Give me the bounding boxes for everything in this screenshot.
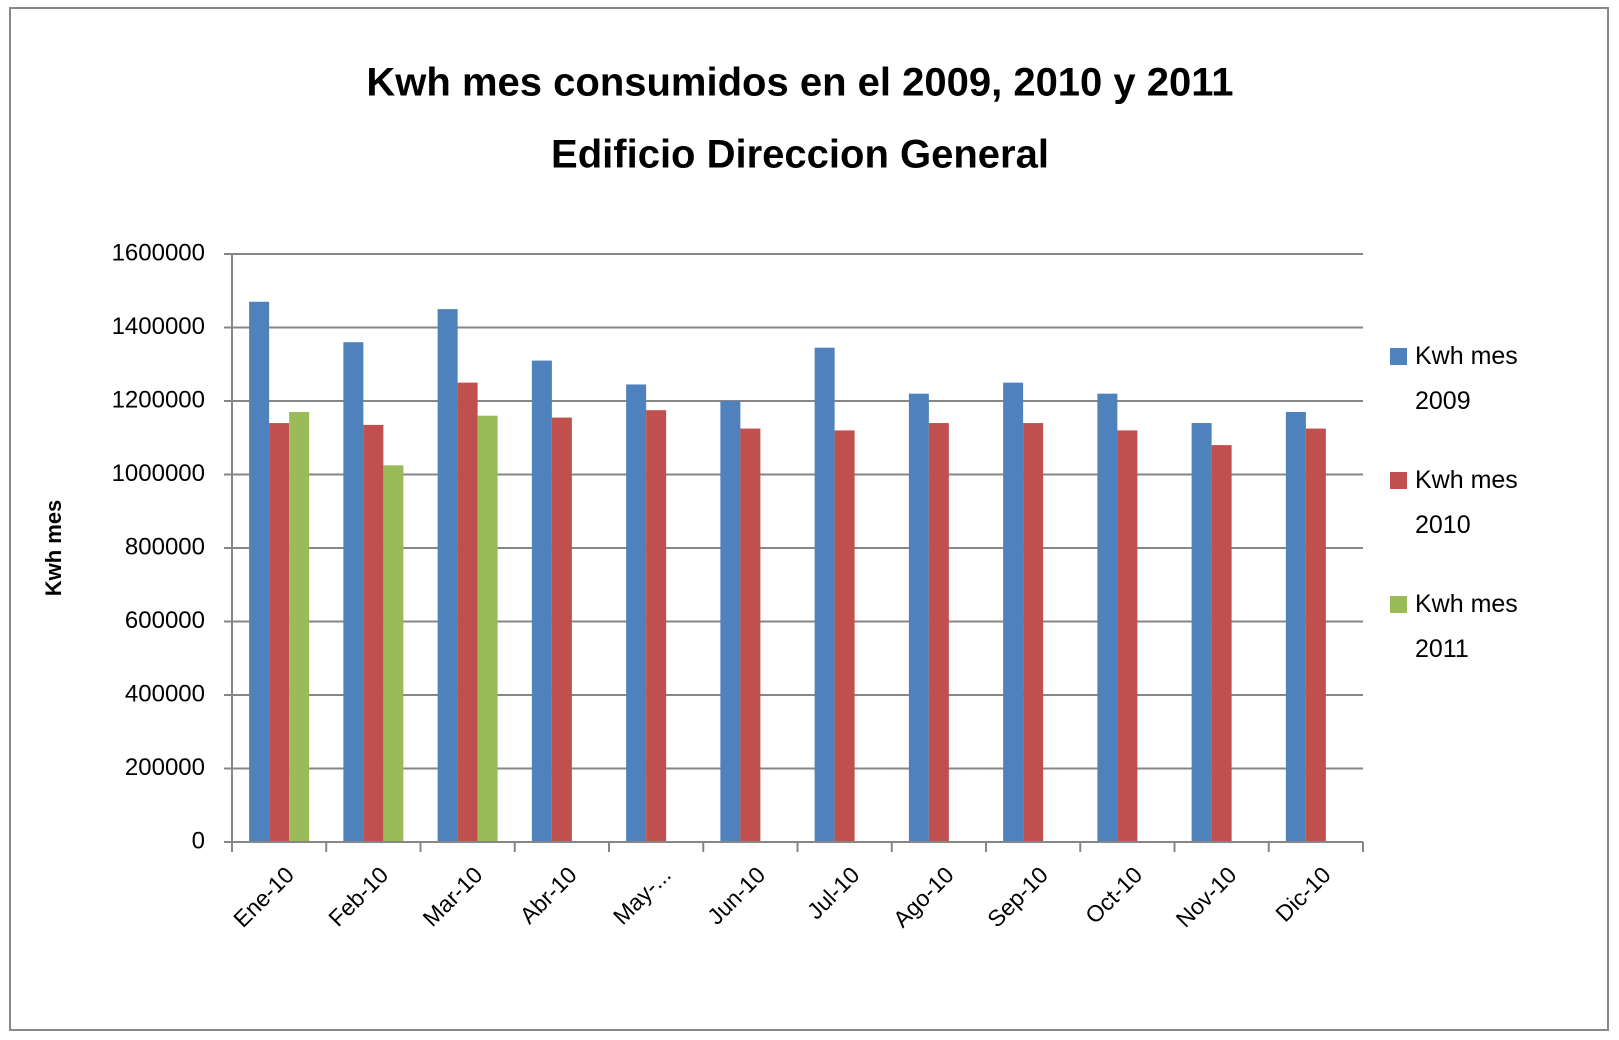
bar	[551, 417, 572, 842]
bar	[1211, 445, 1232, 842]
bar	[626, 384, 647, 842]
y-tick-label: 800000	[125, 533, 205, 560]
y-tick-label: 400000	[125, 680, 205, 707]
bar	[477, 415, 498, 842]
bar	[363, 424, 384, 842]
bar	[269, 423, 290, 842]
bar	[1305, 428, 1326, 842]
legend-swatch	[1390, 348, 1407, 365]
bar	[1117, 430, 1138, 842]
y-tick-label: 1600000	[112, 239, 205, 266]
bar	[343, 342, 364, 842]
bar	[908, 393, 929, 842]
bar	[740, 428, 761, 842]
bar	[457, 382, 478, 842]
y-tick-label: 600000	[125, 607, 205, 634]
y-tick-label: 0	[192, 827, 205, 854]
chart-title: Kwh mes consumidos en el 2009, 2010 y 20…	[366, 61, 1233, 105]
bar	[1191, 423, 1212, 842]
bar	[1097, 393, 1118, 842]
bar	[1023, 423, 1044, 842]
bar	[437, 309, 458, 842]
bar	[1285, 412, 1306, 842]
y-tick-label: 1200000	[112, 386, 205, 413]
legend-item: Kwh mes 2011	[1390, 582, 1545, 672]
legend-label: Kwh mes 2009	[1415, 342, 1518, 415]
bar	[1003, 382, 1024, 842]
y-axis-label: Kwh mes	[41, 500, 66, 597]
bar	[928, 423, 949, 842]
legend-swatch	[1390, 472, 1407, 489]
bar	[814, 347, 835, 842]
bar	[646, 410, 667, 842]
bar	[720, 401, 741, 842]
bar	[531, 360, 552, 842]
legend-item: Kwh mes 2009	[1390, 334, 1545, 424]
chart-subtitle: Edificio Direccion General	[551, 133, 1049, 177]
bar	[383, 465, 404, 842]
bar	[834, 430, 855, 842]
legend-item: Kwh mes 2010	[1390, 458, 1545, 548]
y-tick-label: 1400000	[112, 313, 205, 340]
legend-swatch	[1390, 596, 1407, 613]
y-tick-label: 200000	[125, 754, 205, 781]
bar	[289, 412, 310, 842]
y-tick-label: 1000000	[112, 460, 205, 487]
bar	[249, 301, 270, 842]
legend-label: Kwh mes 2010	[1415, 466, 1518, 539]
legend-label: Kwh mes 2011	[1415, 590, 1518, 663]
